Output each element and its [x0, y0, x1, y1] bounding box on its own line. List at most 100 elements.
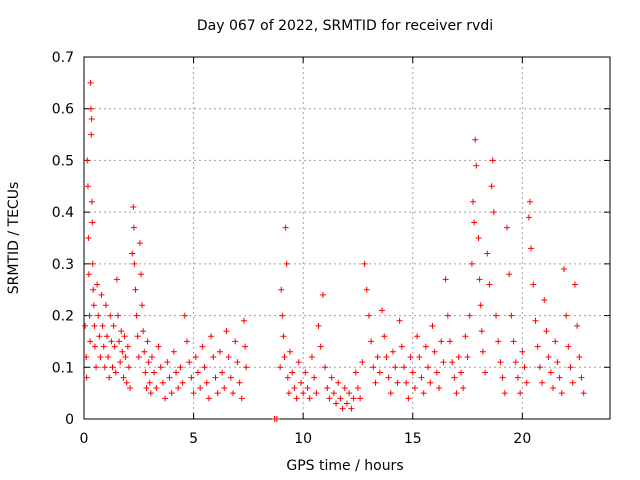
data-point [142, 369, 149, 376]
data-point [379, 307, 386, 314]
data-point [550, 384, 557, 391]
data-point [295, 359, 302, 366]
data-point [83, 353, 90, 360]
data-point [370, 364, 377, 371]
data-point [563, 312, 570, 319]
data-point [283, 260, 290, 267]
data-point [405, 395, 412, 402]
data-point [106, 374, 113, 381]
data-point [514, 374, 521, 381]
data-point [381, 333, 388, 340]
data-point [460, 384, 467, 391]
data-point [223, 328, 230, 335]
data-point [482, 369, 489, 376]
data-point [121, 333, 128, 340]
y-tick-label: 0.2 [52, 309, 74, 325]
data-point [99, 322, 106, 329]
data-point [179, 379, 186, 386]
data-point [383, 353, 390, 360]
data-point [431, 348, 438, 355]
data-point [129, 250, 136, 257]
data-point [98, 291, 105, 298]
x-axis-label: GPS time / hours [286, 458, 403, 474]
data-point [243, 364, 250, 371]
data-point [521, 364, 528, 371]
data-point [285, 390, 292, 397]
data-point [565, 343, 572, 350]
data-point [541, 297, 548, 304]
x-tick-labels: 0 5 10 15 20 [80, 431, 532, 447]
x-tick-label: 0 [80, 431, 89, 447]
data-point [95, 312, 102, 319]
data-point [93, 364, 100, 371]
data-point [348, 405, 355, 412]
data-point [166, 374, 173, 381]
data-point [104, 333, 111, 340]
data-point [534, 343, 541, 350]
plot-frame [83, 56, 611, 420]
y-tick-label: 0.5 [52, 153, 74, 169]
data-point [368, 338, 375, 345]
data-point [190, 390, 197, 397]
data-point [293, 395, 300, 402]
data-point [489, 157, 496, 164]
data-point [284, 374, 291, 381]
data-point [279, 312, 286, 319]
data-point [85, 235, 92, 241]
data-point [440, 359, 447, 366]
data-point [414, 333, 421, 340]
x-tick-label: 10 [294, 431, 312, 447]
data-point [519, 348, 526, 355]
data-point [109, 364, 116, 371]
data-point [490, 209, 497, 216]
data-point [168, 390, 175, 397]
data-point [278, 286, 285, 293]
data-point [442, 276, 449, 283]
data-point [468, 260, 475, 267]
data-point [117, 359, 124, 366]
data-point [131, 260, 138, 267]
data-point [363, 286, 370, 293]
data-point [112, 369, 119, 376]
data-point [497, 359, 504, 366]
data-point [122, 353, 129, 360]
data-point [197, 384, 204, 391]
data-point [118, 328, 125, 335]
data-point [214, 390, 221, 397]
data-point [392, 364, 399, 371]
data-point [453, 390, 460, 397]
data-point [230, 390, 237, 397]
data-point [501, 390, 508, 397]
data-point [411, 384, 418, 391]
axis-ticks [83, 56, 610, 420]
data-point [571, 281, 578, 288]
x-tick-label: 5 [189, 431, 198, 447]
data-point [556, 374, 563, 381]
data-point [418, 374, 425, 381]
data-point [291, 384, 298, 391]
data-point [333, 400, 340, 407]
data-point [145, 359, 152, 366]
data-point [105, 353, 112, 360]
data-point [471, 219, 478, 226]
data-point [449, 359, 456, 366]
data-point [289, 369, 296, 376]
data-point [390, 348, 397, 355]
data-point [89, 219, 96, 226]
data-point [470, 198, 477, 205]
data-point [493, 312, 500, 319]
data-point [91, 322, 98, 329]
data-point [499, 374, 506, 381]
data-point [164, 359, 171, 366]
data-point [438, 338, 445, 345]
data-point [436, 384, 443, 391]
data-point [234, 359, 241, 366]
data-point [84, 157, 91, 164]
data-point [132, 286, 139, 293]
data-point [311, 374, 318, 381]
data-point [170, 348, 177, 355]
data-point [148, 353, 155, 360]
data-point [90, 302, 97, 309]
data-point [157, 364, 164, 371]
data-point [212, 374, 219, 381]
